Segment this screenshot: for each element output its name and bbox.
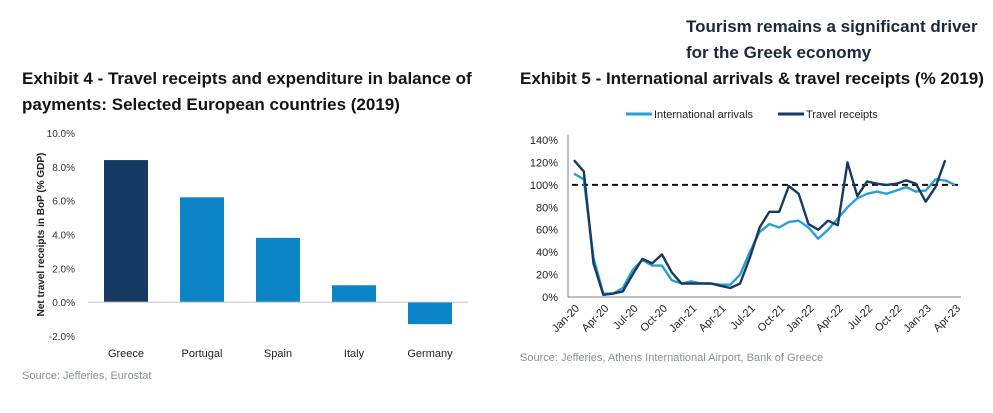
y-tick-label: 0% [542, 292, 558, 304]
y-tick-label: 100% [530, 180, 558, 192]
x-tick-label: Jul-22 [846, 303, 876, 333]
exhibit-4-title: Exhibit 4 - Travel receipts and expendit… [22, 69, 472, 114]
x-tick-label: Portugal [182, 348, 223, 360]
y-axis-label: Net travel receipts in BoP (% GDP) [36, 153, 47, 317]
x-tick-label: Jan-22 [784, 303, 816, 335]
y-tick-label: 6.0% [52, 197, 75, 208]
x-tick-label: Oct-22 [873, 303, 905, 335]
x-tick-label: Oct-20 [638, 303, 670, 335]
y-tick-label: 140% [530, 135, 558, 147]
legend-label: Travel receipts [806, 109, 878, 121]
headline: Tourism remains a significant driver for… [686, 14, 986, 66]
x-tick-label: Jul-20 [611, 303, 641, 333]
x-tick-label: Apr-20 [580, 303, 612, 335]
y-tick-label: 40% [536, 247, 558, 259]
x-tick-label: Apr-21 [697, 303, 729, 335]
x-tick-label: Jul-21 [728, 303, 758, 333]
exhibit-4-bar-chart: -2.0% 0.0% 2.0% 4.0% 6.0% 8.0% 10.0% Greece Port… [36, 129, 468, 360]
y-tick-label: 8.0% [52, 163, 75, 174]
y-tick-label: 80% [536, 202, 558, 214]
bar [256, 237, 300, 303]
y-tick-label: 0.0% [52, 298, 75, 309]
y-tick-label: -2.0% [49, 332, 75, 343]
x-tick-label: Apr-22 [814, 303, 846, 335]
y-tick-label: 4.0% [52, 231, 75, 242]
x-tick-label: Spain [264, 348, 292, 360]
bar [180, 197, 224, 303]
y-tick-label: 60% [536, 225, 558, 237]
x-tick-label: Jan-21 [667, 303, 699, 335]
bar [408, 302, 452, 325]
exhibit-5-title: Exhibit 5 - International arrivals & tra… [520, 69, 984, 88]
legend-label: International arrivals [654, 109, 754, 121]
headline-line-1: Tourism remains a significant driver [686, 17, 978, 36]
x-tick-label: Germany [407, 348, 453, 360]
bar [332, 285, 376, 303]
bar [104, 160, 148, 303]
exhibit-5-source: Source: Jefferies, Athens International … [520, 352, 824, 364]
y-tick-label: 2.0% [52, 264, 75, 275]
exhibit-4-source: Source: Jefferies, Eurostat [22, 370, 152, 382]
y-tick-label: 10.0% [47, 129, 75, 140]
series-line [573, 159, 947, 297]
x-tick-label: Oct-21 [755, 303, 787, 335]
exhibit-5-line-chart: International arrivals Travel receipts 0% 2… [530, 109, 963, 335]
x-tick-label: Jan-20 [550, 303, 582, 335]
x-tick-label: Jan-23 [902, 303, 934, 335]
x-tick-label: Italy [344, 348, 365, 360]
x-tick-label: Greece [108, 348, 144, 360]
y-tick-label: 120% [530, 157, 558, 169]
headline-line-2: for the Greek economy [686, 43, 872, 62]
y-tick-label: 20% [536, 270, 558, 282]
x-tick-label: Apr-23 [931, 303, 963, 335]
